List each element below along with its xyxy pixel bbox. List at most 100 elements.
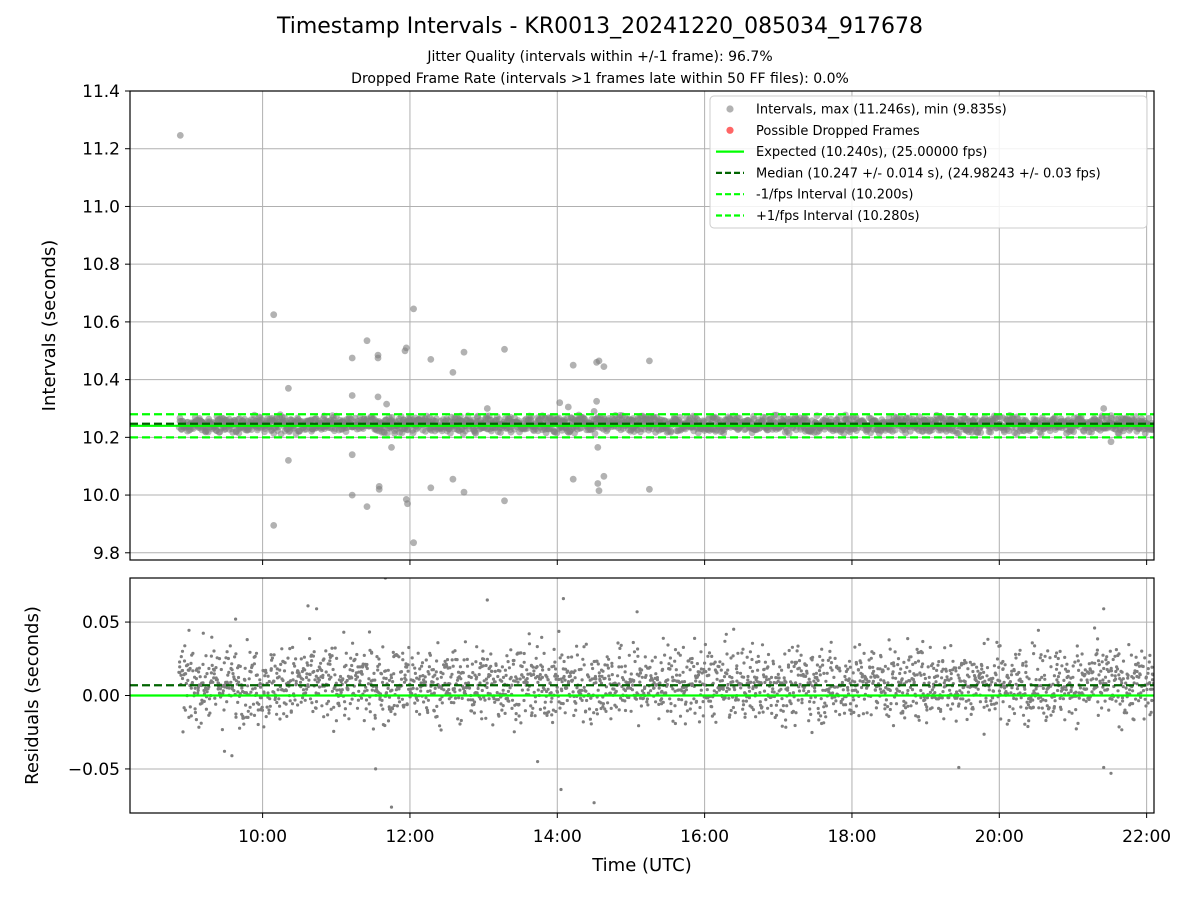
- residual-point: [1045, 715, 1049, 719]
- residual-point: [666, 643, 670, 647]
- residual-point: [503, 668, 507, 672]
- residual-point: [375, 655, 379, 659]
- top-y-tick-label-4: 10.6: [82, 313, 120, 333]
- residual-point: [554, 709, 558, 714]
- residual-point: [817, 669, 822, 673]
- residual-point: [982, 641, 986, 646]
- residual-point: [994, 701, 999, 705]
- residual-point: [1024, 706, 1029, 710]
- residual-point: [490, 669, 494, 673]
- residual-point: [804, 663, 809, 668]
- residual-point: [401, 651, 405, 655]
- residual-point: [824, 679, 828, 683]
- residual-point: [188, 705, 192, 709]
- residual-point: [1121, 677, 1125, 681]
- interval-outlier-point-26: [449, 369, 457, 376]
- residual-point: [435, 677, 439, 681]
- residual-point: [619, 643, 623, 648]
- residual-point: [1023, 687, 1027, 691]
- residual-point: [232, 689, 236, 693]
- residual-point: [720, 679, 725, 683]
- residual-point: [909, 704, 913, 708]
- residual-point: [817, 718, 821, 722]
- interval-outlier-point-8: [348, 491, 356, 499]
- residual-point: [741, 703, 746, 707]
- residual-point: [1040, 675, 1044, 680]
- residual-point: [1094, 677, 1098, 681]
- residual-point: [898, 671, 902, 676]
- residual-point: [217, 657, 222, 661]
- residual-point: [182, 706, 186, 710]
- residual-point: [308, 672, 312, 677]
- residual-point: [479, 661, 483, 666]
- interval-outlier-point-49: [1107, 438, 1115, 446]
- residual-point: [616, 674, 620, 678]
- residual-point: [458, 688, 462, 692]
- residual-point: [208, 711, 212, 715]
- residual-point: [610, 664, 614, 668]
- residual-outlier-point-4: [559, 787, 563, 792]
- residual-point: [935, 668, 939, 673]
- residual-point: [846, 685, 850, 690]
- residual-point: [764, 675, 768, 679]
- residual-point: [183, 644, 187, 648]
- residual-point: [189, 714, 193, 718]
- residual-point: [529, 713, 534, 718]
- residual-point: [234, 712, 238, 716]
- residual-point: [190, 681, 194, 685]
- residual-point: [830, 668, 834, 672]
- residual-point: [386, 668, 390, 672]
- residual-point: [307, 678, 311, 682]
- residual-point: [794, 660, 799, 665]
- residual-point: [225, 700, 229, 704]
- interval-outlier-point-27: [449, 475, 457, 483]
- residual-point: [903, 671, 907, 675]
- residual-point: [521, 675, 526, 679]
- residual-point: [497, 714, 501, 718]
- residual-point: [226, 673, 230, 677]
- legend-item-5: +1/fps Interval (10.280s): [716, 209, 920, 224]
- residual-point: [445, 658, 450, 662]
- residual-point: [309, 663, 313, 667]
- residual-point: [799, 669, 803, 673]
- residual-point: [781, 704, 786, 708]
- x-tick-label-4: 18:00: [827, 827, 876, 847]
- residual-point: [591, 666, 595, 671]
- residual-point: [431, 680, 435, 684]
- residual-point: [638, 680, 642, 684]
- residual-point: [230, 662, 234, 666]
- residual-point: [709, 662, 713, 666]
- residual-point: [594, 677, 598, 681]
- residual-point: [954, 719, 958, 723]
- residual-point: [373, 678, 377, 682]
- residual-point: [551, 708, 556, 712]
- bottom-y-tick-label-2: 0.05: [82, 613, 120, 633]
- residual-point: [1120, 670, 1124, 674]
- residual-point: [467, 686, 472, 690]
- residual-point: [1049, 713, 1053, 717]
- residual-point: [771, 687, 775, 691]
- residual-point: [1104, 658, 1108, 662]
- residual-point: [227, 670, 231, 675]
- residual-point: [1011, 707, 1015, 711]
- residual-point: [654, 672, 658, 676]
- residual-point: [188, 666, 192, 671]
- residual-point: [733, 711, 737, 715]
- residual-point: [980, 664, 984, 668]
- residual-point: [384, 676, 388, 681]
- residual-point: [306, 663, 310, 667]
- residual-point: [743, 715, 747, 719]
- residual-point: [365, 666, 369, 671]
- residual-point: [186, 678, 190, 683]
- residual-point: [813, 689, 817, 693]
- residual-point: [1018, 691, 1022, 695]
- residual-point: [544, 689, 549, 694]
- residual-point: [548, 681, 552, 685]
- residual-point: [367, 702, 371, 706]
- residual-point: [1101, 678, 1105, 682]
- residual-point: [480, 688, 484, 693]
- residual-point: [917, 718, 921, 722]
- residual-point: [384, 691, 389, 695]
- residual-point: [660, 697, 664, 701]
- residual-point: [690, 656, 694, 661]
